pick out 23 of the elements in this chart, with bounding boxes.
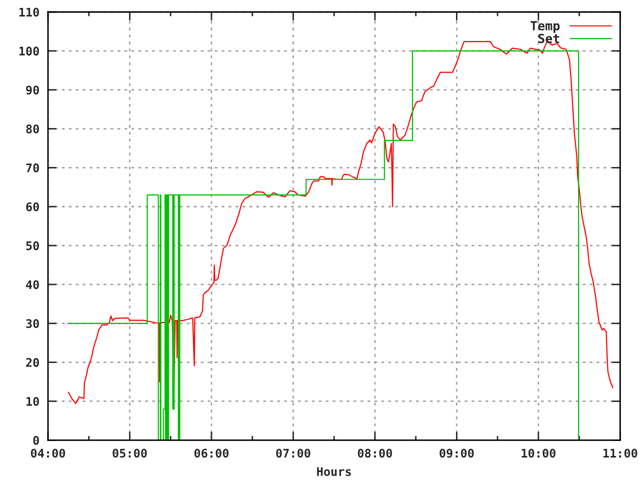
y-tick-label: 30 <box>26 319 39 328</box>
x-axis-title: Hours <box>317 467 351 476</box>
y-tick-label: 40 <box>26 280 39 290</box>
y-tick-label: 90 <box>26 86 39 95</box>
y-tick-label: 60 <box>26 202 39 212</box>
legend-label: Set <box>538 34 560 44</box>
x-tick-label: 08:00 <box>358 448 392 458</box>
y-tick-label: 100 <box>19 46 39 56</box>
x-tick-label: 10:00 <box>522 448 556 458</box>
y-tick-label: 50 <box>26 241 39 250</box>
y-tick-label: 20 <box>26 358 39 367</box>
y-tick-label: 0 <box>33 436 39 445</box>
y-tick-label: 10 <box>26 396 39 406</box>
x-tick-label: 09:00 <box>440 448 474 458</box>
y-tick-label: 70 <box>26 163 39 172</box>
x-tick-label: 05:00 <box>112 448 147 458</box>
legend-label: Temp <box>530 21 560 33</box>
x-tick-label: 07:00 <box>276 448 310 458</box>
x-tick-label: 06:00 <box>194 448 229 458</box>
y-tick-label: 80 <box>26 124 39 134</box>
y-tick-label: 110 <box>19 8 39 17</box>
x-tick-label: 11:00 <box>603 448 638 458</box>
x-tick-label: 04:00 <box>30 448 66 458</box>
